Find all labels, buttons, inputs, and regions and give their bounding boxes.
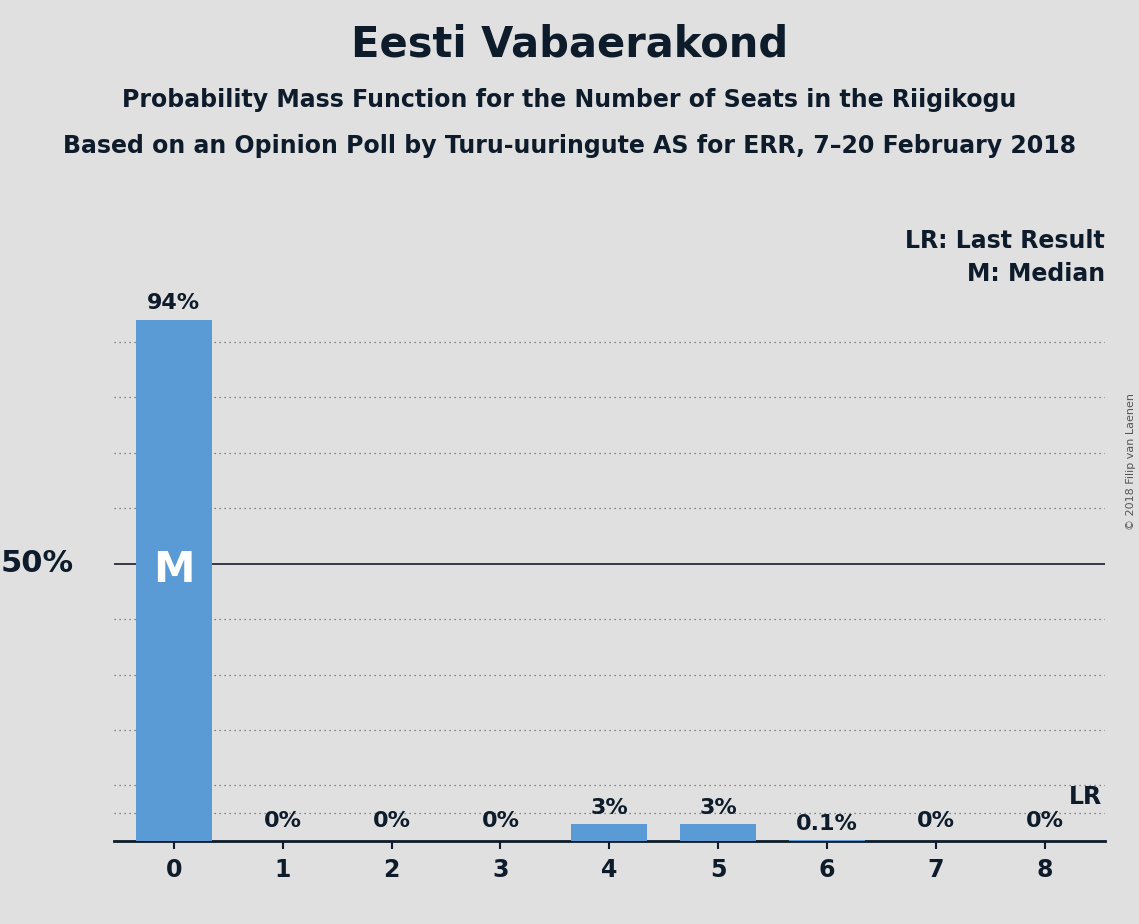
- Text: 94%: 94%: [147, 293, 200, 313]
- Text: © 2018 Filip van Laenen: © 2018 Filip van Laenen: [1126, 394, 1136, 530]
- Text: 0%: 0%: [372, 811, 410, 831]
- Text: LR: LR: [1068, 784, 1101, 808]
- Bar: [136, 320, 212, 841]
- Text: 0%: 0%: [917, 811, 954, 831]
- Text: 3%: 3%: [590, 797, 629, 818]
- Bar: [572, 824, 647, 841]
- Text: M: Median: M: Median: [967, 262, 1105, 286]
- Text: 50%: 50%: [0, 549, 74, 578]
- Text: Probability Mass Function for the Number of Seats in the Riigikogu: Probability Mass Function for the Number…: [122, 88, 1017, 112]
- Bar: [680, 824, 756, 841]
- Text: M: M: [153, 549, 195, 590]
- Text: 0%: 0%: [482, 811, 519, 831]
- Text: 0%: 0%: [1026, 811, 1064, 831]
- Text: 3%: 3%: [699, 797, 737, 818]
- Text: Based on an Opinion Poll by Turu-uuringute AS for ERR, 7–20 February 2018: Based on an Opinion Poll by Turu-uuringu…: [63, 134, 1076, 158]
- Text: 0.1%: 0.1%: [796, 814, 858, 833]
- Text: Eesti Vabaerakond: Eesti Vabaerakond: [351, 23, 788, 65]
- Text: LR: Last Result: LR: Last Result: [906, 229, 1105, 253]
- Text: 0%: 0%: [264, 811, 302, 831]
